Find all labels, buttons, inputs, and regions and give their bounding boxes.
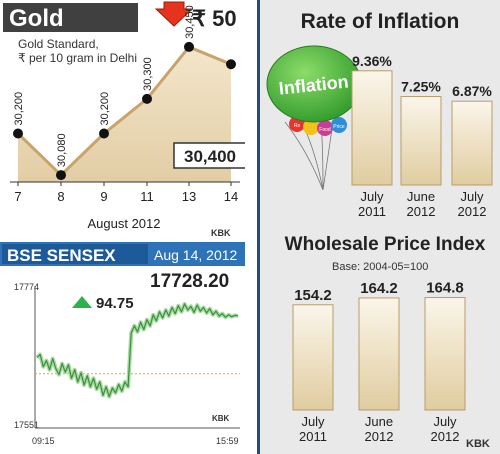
bar-category-label: July 2011 xyxy=(358,189,386,219)
sensex-time-end: 15:59 xyxy=(216,436,239,446)
bar-category-label: July 2012 xyxy=(431,414,460,444)
sensex-y-high: 17774 xyxy=(14,282,39,292)
gold-subtitle-line1: Gold Standard, xyxy=(18,37,99,51)
gold-point xyxy=(13,128,23,139)
gold-data-label: 30,200 xyxy=(13,92,25,126)
blue-balloon-icon xyxy=(331,117,347,133)
gold-point xyxy=(226,59,236,70)
gold-point xyxy=(99,128,109,139)
bar-category-line: July xyxy=(460,189,484,204)
gold-subtitle-line2: ₹ per 10 gram in Delhi xyxy=(18,51,137,65)
gold-title: Gold xyxy=(9,5,64,32)
bar-category-line: July xyxy=(301,414,325,429)
wpi-title: Wholesale Price Index xyxy=(285,234,486,255)
bar-category-label: July 2011 xyxy=(299,414,327,444)
gold-point xyxy=(142,93,152,104)
balloon-illustration: Inflation Rs Food Price xyxy=(266,45,362,191)
bar-value-label: 164.8 xyxy=(426,280,464,297)
sensex-date: Aug 14, 2012 xyxy=(154,247,238,263)
gold-xlabel: August 2012 xyxy=(87,216,160,231)
wpi-credit: KBK xyxy=(466,438,490,450)
sensex-close: 17728.20 xyxy=(150,271,229,292)
sensex-credit: KBK xyxy=(212,414,230,423)
gold-change: ₹ 50 xyxy=(192,6,237,31)
sensex-y-low: 17551 xyxy=(14,420,39,430)
wpi-base: Base: 2004-05=100 xyxy=(332,261,428,273)
bar-category-line: 2012 xyxy=(458,204,487,219)
bar-category-line: July xyxy=(433,414,457,429)
yellow-balloon-icon xyxy=(303,119,319,135)
down-arrow-icon xyxy=(154,1,194,27)
bar-category-line: June xyxy=(407,189,435,204)
balloon-small-1: Rs xyxy=(294,123,301,129)
gold-x-tick-label: 9 xyxy=(100,189,107,204)
gold-point xyxy=(56,170,66,181)
sensex-line xyxy=(36,303,239,398)
inflation-title: Rate of Inflation xyxy=(301,10,460,33)
gold-x-tick-label: 13 xyxy=(182,189,196,204)
sensex-change: 94.75 xyxy=(96,295,134,312)
gold-chart: Gold ₹ 50 Gold Standard, ₹ per 10 gram i… xyxy=(0,0,245,238)
sensex-title-box xyxy=(2,244,148,264)
bar xyxy=(351,70,393,186)
panel-gap xyxy=(245,0,257,454)
bar-category-label: June 2012 xyxy=(365,414,394,444)
balloon-small-2: Food xyxy=(319,127,331,133)
bar-category-label: July 2012 xyxy=(458,189,487,219)
gold-data-label: 30,200 xyxy=(99,92,111,126)
bar xyxy=(292,304,334,411)
up-arrow-icon xyxy=(72,296,92,308)
gold-x-tick-label: 7 xyxy=(14,189,21,204)
pink-balloon-icon xyxy=(317,120,333,136)
sensex-bg xyxy=(0,238,245,454)
bar xyxy=(451,100,493,186)
bar-category-line: 2012 xyxy=(407,204,436,219)
bar-value-label: 164.2 xyxy=(360,280,398,297)
gold-title-box xyxy=(3,3,138,32)
gold-credit: KBK xyxy=(211,228,231,238)
gold-point xyxy=(184,41,194,52)
bar-value-label: 6.87% xyxy=(452,83,492,99)
bar-category-line: 2012 xyxy=(365,429,394,444)
bar xyxy=(400,96,442,186)
bar-category-line: July xyxy=(360,189,384,204)
bar-value-label: 7.25% xyxy=(401,79,441,95)
gold-x-tick-label: 11 xyxy=(140,189,154,204)
gold-data-label: 30,300 xyxy=(142,57,154,91)
bar xyxy=(358,297,400,411)
bar-value-label: 9.36% xyxy=(352,53,392,69)
sensex-chart: BSE SENSEX Aug 14, 2012 17728.20 17774 1… xyxy=(0,238,245,454)
gold-latest-value: 30,400 xyxy=(184,147,236,166)
bar-category-line: 2011 xyxy=(358,204,386,219)
inflation-wpi-panel: Rate of Inflation Inflation Rs Food Pric… xyxy=(245,0,500,454)
gold-data-label: 30,450 xyxy=(184,5,196,39)
bar-category-line: 2011 xyxy=(299,429,327,444)
gold-line xyxy=(16,45,232,177)
bar xyxy=(424,297,466,411)
gold-x-tick-label: 8 xyxy=(57,189,64,204)
sensex-title: BSE SENSEX xyxy=(7,246,116,265)
sensex-time-start: 09:15 xyxy=(32,436,55,446)
gold-latest-box xyxy=(173,142,245,169)
balloon-small-3: Price xyxy=(333,124,345,130)
gold-x-tick-label: 14 xyxy=(224,189,238,204)
bar-category-line: 2012 xyxy=(431,429,460,444)
bar-category-line: June xyxy=(365,414,393,429)
gold-data-label: 30,080 xyxy=(56,133,68,167)
panel-divider xyxy=(257,0,260,454)
bar-category-label: June 2012 xyxy=(407,189,436,219)
bar-value-label: 154.2 xyxy=(294,287,332,304)
